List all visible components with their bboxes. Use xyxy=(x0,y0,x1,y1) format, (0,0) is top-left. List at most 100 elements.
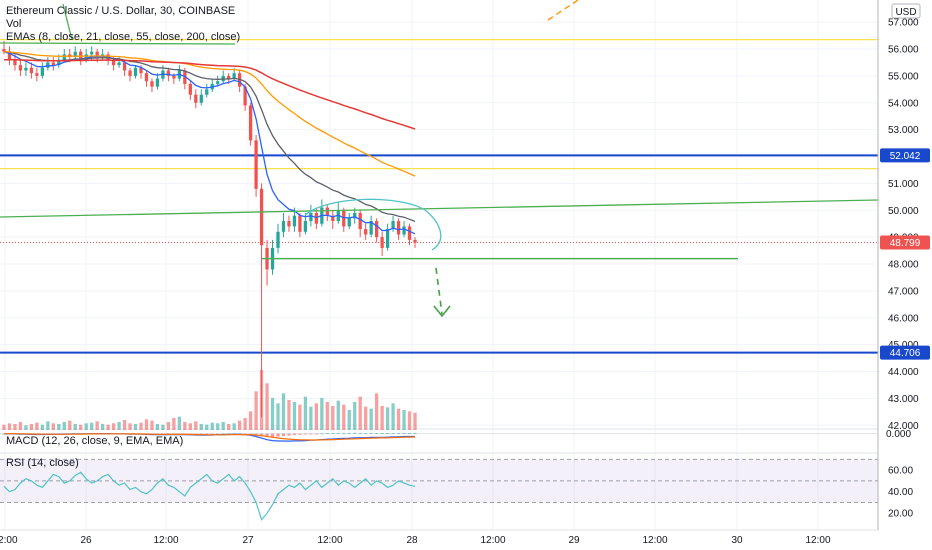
price-tag[interactable] xyxy=(880,148,930,163)
green-rising-trendline[interactable] xyxy=(0,199,879,218)
candle-body[interactable] xyxy=(29,67,34,74)
candle-body[interactable] xyxy=(287,221,291,227)
volume-bar xyxy=(51,423,55,430)
time-tick-label[interactable]: 28 xyxy=(406,535,418,546)
time-tick-label[interactable]: 12:00 xyxy=(642,535,667,546)
candle-body[interactable] xyxy=(73,51,77,58)
candle-body[interactable] xyxy=(347,218,351,227)
candle-body[interactable] xyxy=(122,62,127,71)
candle-body[interactable] xyxy=(188,83,192,95)
candle-body[interactable] xyxy=(35,73,39,76)
candle-body[interactable] xyxy=(90,51,94,55)
candle-body[interactable] xyxy=(7,51,12,60)
projection-arrow-head[interactable] xyxy=(433,305,451,318)
candle-body[interactable] xyxy=(259,188,264,246)
candle-body[interactable] xyxy=(57,59,61,66)
candle-body[interactable] xyxy=(46,62,50,68)
macd-histogram-bar xyxy=(281,433,286,437)
candle-body[interactable] xyxy=(254,140,258,189)
time-tick-label[interactable]: 30 xyxy=(731,535,743,546)
candle-body[interactable] xyxy=(144,73,149,82)
candle-body[interactable] xyxy=(396,221,401,235)
candle-body[interactable] xyxy=(353,212,357,219)
orange-dashed-line[interactable] xyxy=(547,0,579,21)
candle-body[interactable] xyxy=(111,59,116,66)
candle-body[interactable] xyxy=(248,105,253,141)
candle-body[interactable] xyxy=(292,215,297,227)
volume-bar xyxy=(309,406,313,430)
candle-body[interactable] xyxy=(51,62,55,66)
rsi-tick-label: 60.00 xyxy=(888,466,913,477)
candle-body[interactable] xyxy=(172,75,176,79)
candle-body[interactable] xyxy=(309,212,313,222)
green-short-trendline[interactable] xyxy=(62,3,73,41)
volume-bar xyxy=(385,407,390,430)
candle-body[interactable] xyxy=(216,81,220,84)
candle-body[interactable] xyxy=(155,78,160,87)
time-tick-label[interactable]: 12:00 xyxy=(805,535,830,546)
candle-body[interactable] xyxy=(364,229,368,235)
candle-body[interactable] xyxy=(95,51,99,58)
candle-body[interactable] xyxy=(407,226,412,240)
candle-body[interactable] xyxy=(243,86,247,106)
price-tag[interactable] xyxy=(880,345,930,360)
rsi-label: RSI (14, close) xyxy=(6,457,79,469)
price-tag[interactable] xyxy=(880,235,930,250)
macd-pane xyxy=(0,432,878,442)
candle-body[interactable] xyxy=(380,237,384,248)
time-tick-label[interactable]: 12:00 xyxy=(0,535,18,546)
candle-body[interactable] xyxy=(24,67,28,71)
macd-histogram-bar xyxy=(374,433,379,434)
time-axis[interactable]: 12:00 26 12:00 27 12:00 28 12:00 29 12:00 30 12:00 xyxy=(0,535,831,546)
candle-body[interactable] xyxy=(303,221,308,232)
volume-bar xyxy=(95,421,99,430)
candle-body[interactable] xyxy=(374,221,379,238)
price-tick-label: 44.000 xyxy=(888,367,919,378)
time-tick-label[interactable]: 12:00 xyxy=(317,535,342,546)
candle-body[interactable] xyxy=(413,239,417,243)
time-tick-label[interactable]: 27 xyxy=(242,535,254,546)
candle-body[interactable] xyxy=(298,215,302,232)
candle-body[interactable] xyxy=(166,70,171,76)
volume-bars xyxy=(2,370,417,430)
candle-body[interactable] xyxy=(40,67,45,76)
candle-body[interactable] xyxy=(314,212,319,224)
candle-body[interactable] xyxy=(205,89,209,95)
candle-body[interactable] xyxy=(199,94,203,103)
time-tick-label[interactable]: 12:00 xyxy=(480,535,505,546)
candle-body[interactable] xyxy=(139,67,143,74)
green-horizontal-trendline[interactable] xyxy=(0,42,236,45)
candle-body[interactable] xyxy=(133,67,138,76)
candle-body[interactable] xyxy=(194,94,198,103)
time-tick-label[interactable]: 29 xyxy=(568,535,580,546)
candle-body[interactable] xyxy=(128,70,132,76)
candle-body[interactable] xyxy=(331,215,335,222)
candle-body[interactable] xyxy=(13,59,17,66)
candle-body[interactable] xyxy=(2,49,6,52)
candle-body[interactable] xyxy=(227,75,231,79)
candle-body[interactable] xyxy=(84,54,88,60)
candle-body[interactable] xyxy=(281,221,286,232)
candle-body[interactable] xyxy=(385,229,390,248)
candle-body[interactable] xyxy=(369,221,373,235)
candle-body[interactable] xyxy=(402,226,406,235)
candle-body[interactable] xyxy=(18,65,23,71)
projection-arrow-line[interactable] xyxy=(435,267,443,315)
candle-body[interactable] xyxy=(117,62,121,66)
user-drawings[interactable] xyxy=(0,0,879,318)
time-tick-label[interactable]: 26 xyxy=(80,535,92,546)
candle-body[interactable] xyxy=(391,221,395,230)
candle-body[interactable] xyxy=(62,54,66,60)
rounded-top-arc[interactable] xyxy=(304,198,442,251)
currency-badge[interactable] xyxy=(891,3,921,19)
price-axis[interactable]: 57.00056.00055.00054.00053.00052.00051.0… xyxy=(877,0,932,550)
candle-body[interactable] xyxy=(276,231,280,248)
volume-bar xyxy=(243,418,247,430)
candle-body[interactable] xyxy=(325,207,329,216)
volume-bar xyxy=(29,424,34,430)
candle-body[interactable] xyxy=(150,81,154,87)
candle-body[interactable] xyxy=(232,73,236,79)
time-tick-label[interactable]: 12:00 xyxy=(153,535,178,546)
candle-body[interactable] xyxy=(358,212,362,230)
